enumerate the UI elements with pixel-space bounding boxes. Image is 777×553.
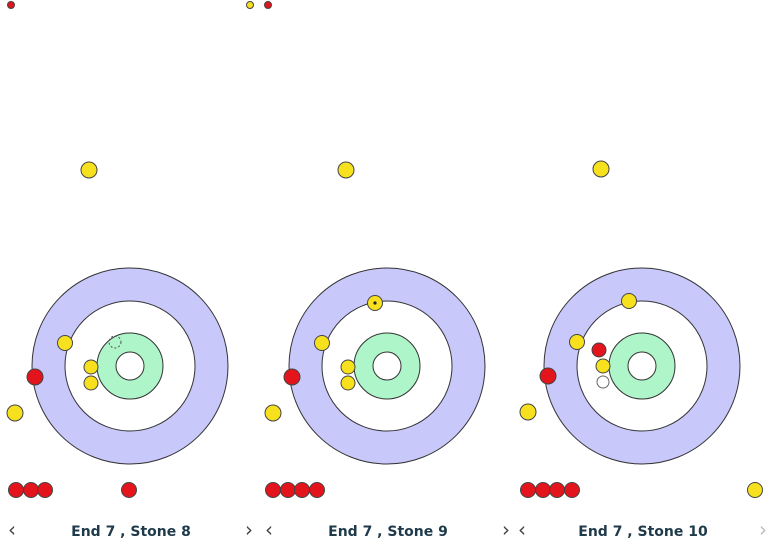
stone-label: End 7 , Stone 10 — [578, 524, 708, 540]
sheet — [7, 0, 255, 500]
prev-button[interactable]: ‹ — [8, 518, 16, 542]
stones — [6, 1, 763, 498]
sheet — [519, 0, 767, 500]
next-button[interactable]: › — [502, 518, 510, 542]
prev-button[interactable]: ‹ — [518, 518, 526, 542]
sheet — [264, 0, 512, 500]
next-button[interactable]: › — [759, 518, 767, 542]
next-button[interactable]: › — [245, 518, 253, 542]
prev-button[interactable]: ‹ — [265, 518, 273, 542]
stone-label: End 7 , Stone 9 — [328, 524, 448, 540]
stone-label: End 7 , Stone 8 — [71, 524, 191, 540]
